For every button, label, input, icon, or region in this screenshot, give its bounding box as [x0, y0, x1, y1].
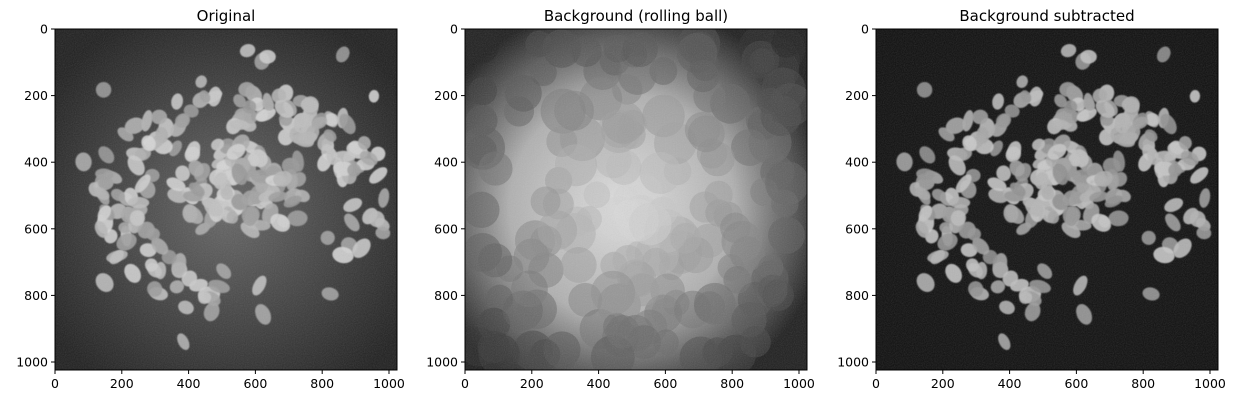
x-tick-label: 800: [310, 376, 334, 391]
y-tick-label: 1000: [16, 355, 48, 370]
panel-original: Original 0 200 400 600 800 100002004006008001…: [16, 7, 405, 391]
y-tick-label: 0: [861, 22, 869, 37]
x-tick-label: 800: [720, 376, 744, 391]
x-tick-label: 0: [461, 376, 469, 391]
x-tick-label: 400: [998, 376, 1022, 391]
x-tick-label: 0: [51, 376, 59, 391]
axes-frame: [54, 28, 398, 371]
x-tick-label: 400: [177, 376, 201, 391]
x-tick-label: 600: [653, 376, 677, 391]
x-tick-label: 1000: [783, 376, 815, 391]
panel-title: Original: [197, 7, 256, 25]
y-tick-label: 800: [24, 288, 48, 303]
axes-frame: [875, 28, 1219, 371]
x-tick-label: 200: [110, 376, 134, 391]
y-tick-label: 400: [845, 155, 869, 170]
y-tick-label: 400: [434, 155, 458, 170]
y-tick-label: 1000: [837, 355, 869, 370]
panel-background-rolling-ball: Background (rolling ball) 0 200 400 600 800 1…: [426, 7, 815, 391]
image-noise: [876, 29, 1218, 370]
y-tick-label: 200: [845, 88, 869, 103]
image-content: [55, 29, 397, 370]
y-tick-label: 800: [845, 288, 869, 303]
panel-title: Background (rolling ball): [544, 7, 728, 25]
image-noise: [55, 29, 397, 370]
panel-background-subtracted: Background subtracted 0 200 400 600 800 10000…: [837, 7, 1226, 391]
x-tick-label: 800: [1131, 376, 1155, 391]
image-content: [876, 29, 1218, 370]
image-noise: [465, 29, 807, 370]
x-tick-label: 600: [243, 376, 267, 391]
x-tick-label: 0: [872, 376, 880, 391]
image-content: [465, 29, 807, 370]
y-tick-label: 200: [24, 88, 48, 103]
axes-frame: [464, 28, 808, 371]
y-tick-label: 600: [24, 221, 48, 236]
x-tick-label: 400: [587, 376, 611, 391]
y-tick-label: 1000: [426, 355, 458, 370]
y-tick-label: 400: [24, 155, 48, 170]
x-tick-label: 200: [520, 376, 544, 391]
y-tick-label: 600: [845, 221, 869, 236]
y-tick-label: 800: [434, 288, 458, 303]
x-tick-label: 200: [931, 376, 955, 391]
y-tick-label: 0: [450, 22, 458, 37]
x-tick-label: 1000: [373, 376, 405, 391]
y-tick-label: 200: [434, 88, 458, 103]
x-tick-label: 1000: [1194, 376, 1226, 391]
y-tick-label: 0: [40, 22, 48, 37]
x-tick-label: 600: [1064, 376, 1088, 391]
panel-title: Background subtracted: [959, 7, 1134, 25]
y-tick-label: 600: [434, 221, 458, 236]
